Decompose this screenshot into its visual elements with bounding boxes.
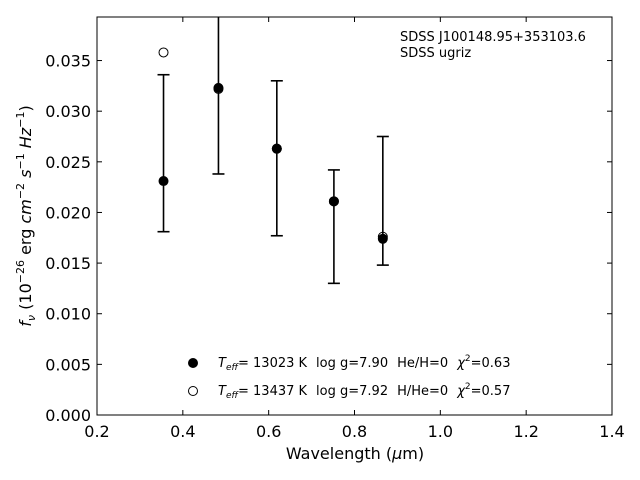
legend-2-chi2: =0.57 <box>471 384 511 399</box>
x-tick-label: 0.4 <box>170 422 195 441</box>
annotation-object-name: SDSS J100148.95+353103.6 <box>400 30 586 45</box>
legend-2-comp: H/He=0 <box>397 384 448 399</box>
y-tick-label: 0.000 <box>45 406 91 425</box>
axis-ticks: 0.2 0.4 0.6 0.8 1.0 1.2 1.4 0.000 0.005 0.010 0.01… <box>45 17 625 441</box>
y-tick-label: 0.035 <box>45 52 91 71</box>
legend-marker-open <box>188 386 198 396</box>
error-bar <box>270 80 283 237</box>
x-tick-label: 1.2 <box>513 422 538 441</box>
legend-2-teff: = 13437 K <box>238 384 308 399</box>
error-bar <box>157 73 170 233</box>
legend-2-logg: log g=7.92 <box>316 384 388 399</box>
x-tick-label: 0.8 <box>342 422 367 441</box>
y-tick-label: 0.030 <box>45 102 91 121</box>
legend-1-logg: log g=7.90 <box>316 356 388 371</box>
x-tick-label: 1.4 <box>599 422 624 441</box>
y-tick-label: 0.020 <box>45 203 91 222</box>
marker-filled <box>158 176 169 187</box>
error-bar <box>212 17 225 175</box>
marker-open <box>158 47 169 58</box>
data-markers <box>158 47 388 244</box>
legend-1-teff: = 13023 K <box>238 356 308 371</box>
error-bar <box>376 135 389 266</box>
marker-open <box>377 231 388 242</box>
error-bar <box>327 169 340 285</box>
legend-1-chi2: =0.63 <box>471 356 511 371</box>
y-axis-label: fν (10−26 erg cm−2 s−1 Hz−1) <box>14 105 38 326</box>
x-tick-label: 1.0 <box>428 422 453 441</box>
marker-open <box>328 196 339 207</box>
marker-filled <box>377 233 388 244</box>
legend-marker-filled <box>188 358 198 368</box>
x-tick-label: 0.2 <box>84 422 109 441</box>
marker-open <box>271 143 282 154</box>
y-tick-label: 0.010 <box>45 305 91 324</box>
annotation-survey: SDSS ugriz <box>400 46 471 61</box>
plot-frame <box>96 16 613 416</box>
x-axis-label: Wavelength (μm) <box>286 444 424 463</box>
y-tick-label: 0.005 <box>45 355 91 374</box>
marker-open <box>213 83 224 94</box>
legend-1-comp: He/H=0 <box>397 356 448 371</box>
x-tick-label: 0.6 <box>256 422 281 441</box>
y-tick-label: 0.025 <box>45 153 91 172</box>
y-tick-label: 0.015 <box>45 254 91 273</box>
